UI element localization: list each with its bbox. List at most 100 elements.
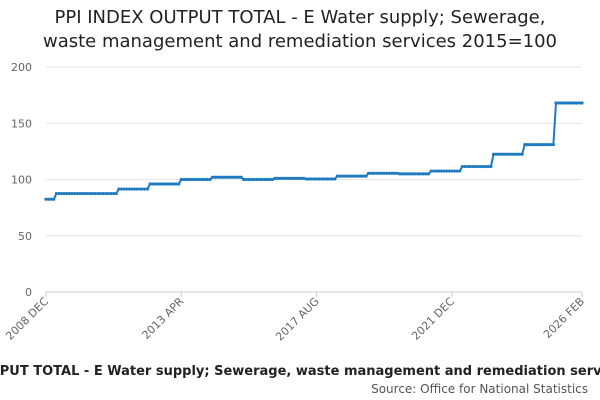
data-point-99[interactable] <box>301 176 306 180</box>
data-point-77[interactable] <box>244 177 248 182</box>
data-point-57[interactable] <box>192 177 196 182</box>
data-point-22[interactable] <box>101 191 105 196</box>
data-point-166[interactable] <box>476 164 480 169</box>
data-point-199[interactable] <box>562 101 566 105</box>
data-point-42[interactable] <box>153 182 157 186</box>
data-point-5[interactable] <box>57 191 61 196</box>
data-point-79[interactable] <box>249 177 254 182</box>
data-point-4[interactable] <box>54 191 59 196</box>
data-point-93[interactable] <box>286 176 290 180</box>
data-point-81[interactable] <box>255 177 259 182</box>
data-point-34[interactable] <box>132 187 137 191</box>
data-point-111[interactable] <box>333 177 337 181</box>
data-point-7[interactable] <box>62 191 66 196</box>
data-point-107[interactable] <box>322 177 327 181</box>
data-point-154[interactable] <box>445 169 449 173</box>
data-point-176[interactable] <box>502 152 506 156</box>
data-point-158[interactable] <box>455 169 459 173</box>
data-point-167[interactable] <box>478 164 483 169</box>
data-point-54[interactable] <box>184 177 189 182</box>
data-point-89[interactable] <box>275 176 280 180</box>
data-point-64[interactable] <box>210 175 215 179</box>
data-point-116[interactable] <box>346 174 350 178</box>
data-point-10[interactable] <box>70 191 74 196</box>
data-point-133[interactable] <box>390 171 394 175</box>
data-point-150[interactable] <box>434 169 438 173</box>
data-point-162[interactable] <box>465 164 470 169</box>
data-point-175[interactable] <box>499 152 503 156</box>
data-point-124[interactable] <box>367 171 371 175</box>
data-point-182[interactable] <box>517 152 522 156</box>
data-point-152[interactable] <box>439 169 444 173</box>
data-point-80[interactable] <box>252 177 256 182</box>
data-point-185[interactable] <box>525 143 529 147</box>
data-point-44[interactable] <box>158 182 163 186</box>
data-point-118[interactable] <box>351 174 355 178</box>
data-point-49[interactable] <box>171 182 176 186</box>
data-point-103[interactable] <box>312 177 316 181</box>
data-point-13[interactable] <box>78 191 82 196</box>
data-point-51[interactable] <box>177 182 181 186</box>
data-point-200[interactable] <box>564 101 568 105</box>
data-point-146[interactable] <box>424 172 428 176</box>
data-point-31[interactable] <box>125 187 129 191</box>
data-point-112[interactable] <box>335 174 340 178</box>
data-point-155[interactable] <box>447 169 451 173</box>
data-point-122[interactable] <box>361 174 366 178</box>
data-point-28[interactable] <box>117 187 121 191</box>
data-point-27[interactable] <box>114 191 118 196</box>
data-point-181[interactable] <box>515 152 519 156</box>
data-point-39[interactable] <box>145 187 150 191</box>
data-point-68[interactable] <box>221 175 225 179</box>
data-point-197[interactable] <box>556 101 561 105</box>
data-point-9[interactable] <box>67 191 72 196</box>
data-point-142[interactable] <box>413 172 418 176</box>
data-point-74[interactable] <box>236 175 241 179</box>
data-point-24[interactable] <box>106 191 111 196</box>
data-point-45[interactable] <box>161 182 165 186</box>
data-point-126[interactable] <box>372 171 376 175</box>
data-point-184[interactable] <box>523 143 527 147</box>
data-point-40[interactable] <box>148 182 152 186</box>
data-point-145[interactable] <box>421 172 425 176</box>
data-point-0[interactable] <box>44 197 48 201</box>
data-point-96[interactable] <box>294 176 298 180</box>
data-point-121[interactable] <box>359 174 363 178</box>
data-point-37[interactable] <box>140 187 144 191</box>
data-point-87[interactable] <box>270 177 274 182</box>
data-point-191[interactable] <box>541 143 545 147</box>
data-point-46[interactable] <box>164 182 168 186</box>
data-point-1[interactable] <box>47 197 51 201</box>
data-point-71[interactable] <box>229 175 233 179</box>
data-point-110[interactable] <box>330 177 334 181</box>
data-point-147[interactable] <box>426 172 431 176</box>
data-point-25[interactable] <box>109 191 113 196</box>
data-point-72[interactable] <box>231 175 235 179</box>
data-point-129[interactable] <box>380 171 384 175</box>
data-point-6[interactable] <box>60 191 64 196</box>
data-point-60[interactable] <box>200 177 204 182</box>
data-point-101[interactable] <box>307 177 311 181</box>
data-point-143[interactable] <box>416 172 420 176</box>
data-point-82[interactable] <box>257 177 261 182</box>
data-point-134[interactable] <box>393 171 397 175</box>
data-point-196[interactable] <box>554 101 558 105</box>
data-point-94[interactable] <box>288 176 293 180</box>
data-point-144[interactable] <box>419 172 423 176</box>
data-point-15[interactable] <box>83 191 87 196</box>
data-point-70[interactable] <box>226 175 230 179</box>
data-point-16[interactable] <box>86 191 90 196</box>
data-point-38[interactable] <box>143 187 147 191</box>
data-point-202[interactable] <box>569 101 574 105</box>
data-point-125[interactable] <box>369 171 373 175</box>
data-point-171[interactable] <box>489 164 493 169</box>
data-point-113[interactable] <box>338 174 342 178</box>
data-point-193[interactable] <box>546 143 550 147</box>
data-point-130[interactable] <box>382 171 386 175</box>
legend-item-ppi-index[interactable]: PPI INDEX OUTPUT TOTAL - E Water supply;… <box>0 364 600 379</box>
data-point-165[interactable] <box>473 164 477 169</box>
data-point-92[interactable] <box>283 176 287 180</box>
data-point-161[interactable] <box>463 164 467 169</box>
data-point-18[interactable] <box>91 191 95 196</box>
data-point-35[interactable] <box>135 187 139 191</box>
